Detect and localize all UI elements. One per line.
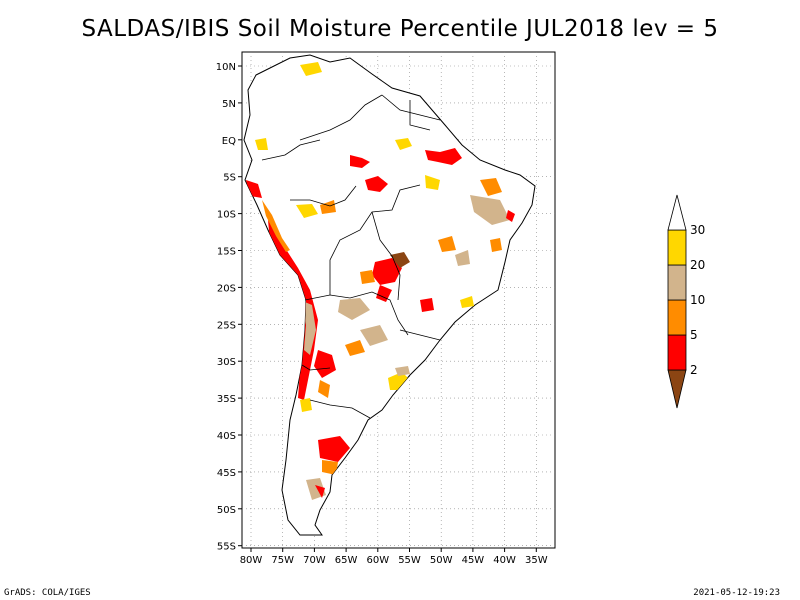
lat-tick-label: 55S: [217, 542, 236, 553]
longitude-axis: 80W 75W 70W 65W 60W 55W 50W 45W 40W 35W: [240, 548, 548, 566]
lat-tick-label: 10N: [216, 62, 236, 73]
colorbar-segment: [667, 299, 687, 336]
lon-tick-label: 40W: [493, 555, 516, 566]
colorbar-label: 2: [690, 363, 698, 377]
lon-tick-label: 75W: [271, 555, 294, 566]
colorbar-label: 30: [690, 223, 705, 237]
footer-timestamp: 2021-05-12-19:23: [693, 588, 780, 598]
colorbar-legend: 2 5 10 20 30: [667, 194, 705, 409]
lon-tick-label: 65W: [335, 555, 358, 566]
colorbar-segment: [667, 229, 687, 266]
colorbar-label: 10: [690, 293, 705, 307]
colorbar-segment: [667, 194, 687, 231]
colorbar-segment: [667, 334, 687, 371]
lon-tick-label: 80W: [240, 555, 263, 566]
colorbar-segment: [667, 369, 687, 409]
colorbar-segment: [667, 264, 687, 301]
lat-tick-label: 45S: [217, 468, 236, 479]
figure-title: SALDAS/IBIS Soil Moisture Percentile JUL…: [81, 16, 719, 42]
lat-tick-label: 50S: [217, 505, 236, 516]
colorbar-label: 5: [690, 328, 698, 342]
lon-tick-label: 45W: [462, 555, 485, 566]
lon-tick-label: 35W: [525, 555, 548, 566]
country-boundaries: [261, 94, 441, 419]
footer-credit: GrADS: COLA/IGES: [4, 588, 91, 598]
lat-tick-label: 40S: [217, 431, 236, 442]
colorbar-label: 20: [690, 258, 705, 272]
lon-tick-label: 60W: [366, 555, 389, 566]
latitude-axis: 10N 5N EQ 5S 10S 15S 20S 25S 30S 35S 40S 45S 50S 55S: [216, 62, 242, 553]
lat-tick-label: 25S: [217, 320, 236, 331]
percentile-shading: [246, 62, 515, 500]
lat-tick-label: 5N: [222, 99, 236, 110]
lat-tick-label: 30S: [217, 357, 236, 368]
lat-tick-label: 10S: [217, 210, 236, 221]
lat-tick-label: 20S: [217, 283, 236, 294]
lon-tick-label: 50W: [430, 555, 453, 566]
lon-tick-label: 70W: [303, 555, 326, 566]
lat-tick-label: 15S: [217, 247, 236, 258]
lat-tick-label: EQ: [222, 136, 236, 147]
lon-tick-label: 55W: [398, 555, 421, 566]
lat-tick-label: 5S: [223, 173, 236, 184]
lat-tick-label: 35S: [217, 394, 236, 405]
